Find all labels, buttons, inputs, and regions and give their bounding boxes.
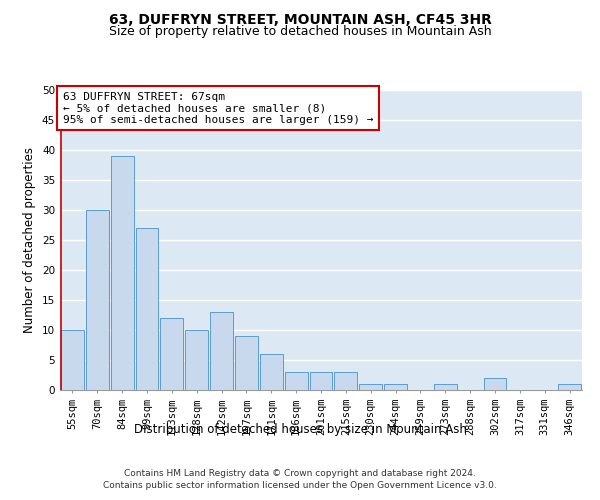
Bar [136, 228, 158, 390]
Bar [558, 384, 581, 390]
Bar [86, 210, 109, 390]
Bar [260, 354, 283, 390]
Bar [334, 372, 357, 390]
Bar [160, 318, 183, 390]
Bar [285, 372, 308, 390]
Text: Distribution of detached houses by size in Mountain Ash: Distribution of detached houses by size … [134, 422, 466, 436]
Bar [111, 156, 134, 390]
Text: Contains HM Land Registry data © Crown copyright and database right 2024.
Contai: Contains HM Land Registry data © Crown c… [103, 468, 497, 490]
Bar [210, 312, 233, 390]
Bar [61, 330, 84, 390]
Text: Size of property relative to detached houses in Mountain Ash: Size of property relative to detached ho… [109, 25, 491, 38]
Bar [384, 384, 407, 390]
Bar [310, 372, 332, 390]
Bar [484, 378, 506, 390]
Bar [235, 336, 258, 390]
Bar [185, 330, 208, 390]
Y-axis label: Number of detached properties: Number of detached properties [23, 147, 37, 333]
Text: 63 DUFFRYN STREET: 67sqm
← 5% of detached houses are smaller (8)
95% of semi-det: 63 DUFFRYN STREET: 67sqm ← 5% of detache… [62, 92, 373, 124]
Text: 63, DUFFRYN STREET, MOUNTAIN ASH, CF45 3HR: 63, DUFFRYN STREET, MOUNTAIN ASH, CF45 3… [109, 12, 491, 26]
Bar [359, 384, 382, 390]
Bar [434, 384, 457, 390]
